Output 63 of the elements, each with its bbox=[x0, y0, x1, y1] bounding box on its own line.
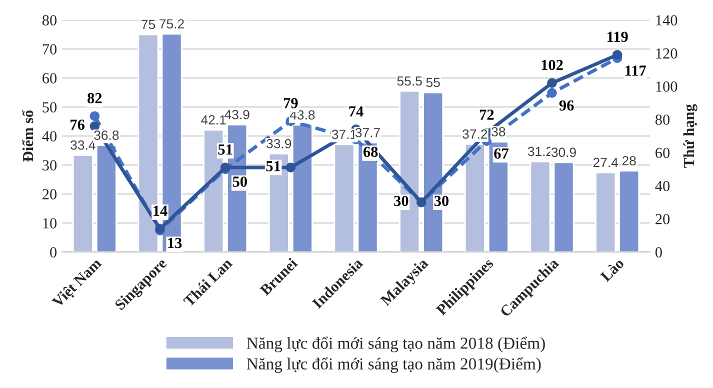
data-label: 43.9 bbox=[224, 110, 250, 120]
y-tick-label: 20 bbox=[42, 189, 57, 200]
bar bbox=[530, 160, 551, 252]
data-label: 50 bbox=[232, 176, 247, 187]
data-label: 117 bbox=[626, 66, 646, 76]
data-label: 51 bbox=[218, 144, 232, 155]
y2-tick-label: 140 bbox=[656, 15, 678, 26]
data-label: 33.9 bbox=[266, 138, 292, 148]
data-label: 76 bbox=[70, 120, 84, 130]
data-label: 82 bbox=[88, 92, 102, 104]
data-label: 68 bbox=[363, 146, 378, 158]
data-label: 30 bbox=[434, 196, 449, 206]
legend-label: Năng lực đổi mới sáng tạo năm 2018 (Điểm) bbox=[246, 336, 545, 352]
data-label: 72 bbox=[480, 110, 494, 120]
x-tick-label: Lào bbox=[600, 257, 625, 282]
y2-tick-label: 0 bbox=[655, 247, 662, 258]
y-tick-label: 80 bbox=[42, 15, 57, 26]
y2-tick-label: 60 bbox=[656, 148, 670, 158]
data-label: 55 bbox=[426, 78, 440, 88]
data-label: 79 bbox=[284, 98, 298, 108]
data-label: 96 bbox=[559, 100, 574, 111]
data-label: 27.4 bbox=[593, 158, 618, 168]
point bbox=[547, 88, 557, 98]
data-label: 67 bbox=[494, 148, 509, 159]
y-tick-label: 30 bbox=[42, 160, 57, 170]
y2-tick-label: 80 bbox=[655, 114, 670, 125]
data-label: 119 bbox=[608, 32, 628, 42]
y-tick-label: 60 bbox=[42, 73, 57, 84]
legend-label: Năng lực đổi mới sáng tạo năm 2019(Điểm) bbox=[246, 357, 541, 373]
data-label: 37.7 bbox=[355, 128, 380, 138]
data-label: 42.1 bbox=[201, 115, 226, 124]
y2-tick-label: 100 bbox=[656, 81, 678, 92]
y2-tick-label: 120 bbox=[656, 48, 678, 59]
data-label: 75.2 bbox=[160, 19, 184, 29]
data-label: 38 bbox=[492, 127, 506, 136]
y2-tick-label: 20 bbox=[656, 214, 670, 224]
y-tick-label: 0 bbox=[50, 247, 57, 258]
point bbox=[90, 111, 100, 121]
point bbox=[286, 162, 296, 172]
y2-tick-label: 40 bbox=[655, 180, 670, 192]
data-label: 37.2 bbox=[462, 129, 488, 139]
y-tick-label: 70 bbox=[42, 44, 57, 54]
data-label: 51 bbox=[266, 161, 280, 172]
y-tick-label: 50 bbox=[42, 102, 57, 112]
data-label: 55.5 bbox=[397, 76, 422, 86]
data-label: 37.1 bbox=[332, 130, 356, 140]
data-label: 102 bbox=[542, 60, 563, 70]
y-axis-title: Điểm số bbox=[22, 110, 34, 162]
point bbox=[612, 50, 622, 60]
y-tick-label: 10 bbox=[43, 218, 57, 228]
data-label: 30 bbox=[394, 196, 408, 206]
point bbox=[547, 78, 557, 88]
point bbox=[90, 121, 100, 131]
data-label: 36.8 bbox=[94, 130, 119, 140]
data-label: 74 bbox=[349, 106, 364, 116]
y-tick-label: 40 bbox=[42, 131, 57, 142]
data-label: 28 bbox=[622, 156, 636, 166]
data-label: 14 bbox=[154, 206, 168, 216]
data-label: 30.9 bbox=[551, 148, 576, 158]
data-label: 13 bbox=[168, 238, 182, 248]
data-label: 33.4 bbox=[70, 140, 96, 150]
data-label: 75 bbox=[142, 20, 156, 30]
y2-axis-title: Thứ hạng bbox=[683, 104, 698, 168]
